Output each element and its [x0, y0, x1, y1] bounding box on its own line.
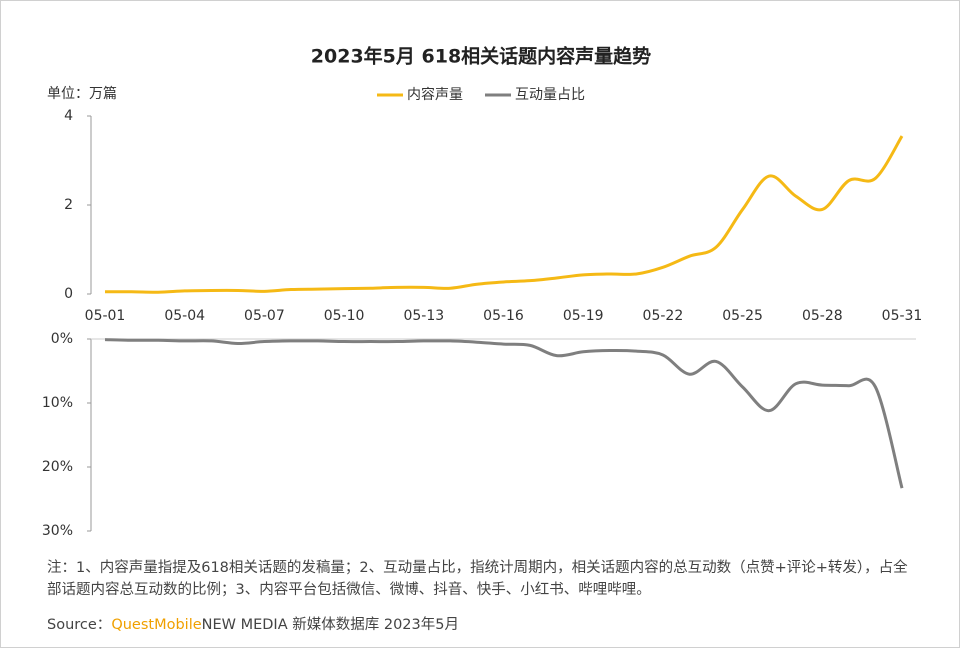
note: 注：1、内容声量指提及618相关话题的发稿量；2、互动量占比，指统计周期内，相关… [47, 560, 908, 598]
source-brand: QuestMobile [111, 617, 202, 633]
x-tick-label: 05-01 [85, 308, 126, 324]
y-tick-label: 2 [64, 197, 73, 213]
y-tick-label: 0 [64, 286, 73, 302]
x-tick-label: 05-10 [324, 308, 365, 324]
y-tick-label: 20% [42, 459, 73, 475]
x-tick-label: 05-04 [164, 308, 205, 324]
source-label: Source： [47, 617, 112, 633]
x-tick-label: 05-25 [722, 308, 763, 324]
line-series [104, 135, 904, 294]
y-tick-label: 0% [51, 331, 73, 347]
x-tick-label: 05-07 [244, 308, 285, 324]
source-text: NEW MEDIA 新媒体数据库 2023年5月 [201, 617, 459, 633]
source: Source：QuestMobileNEW MEDIA 新媒体数据库 2023年… [47, 613, 459, 634]
y-tick-label: 30% [42, 523, 73, 539]
x-tick-label: 05-22 [643, 308, 684, 324]
y-tick-label: 4 [64, 108, 73, 124]
x-tick-label: 05-28 [802, 308, 843, 324]
x-tick-label: 05-31 [882, 308, 923, 324]
legend-label: 互动量占比 [515, 87, 585, 103]
x-tick-label: 05-16 [483, 308, 524, 324]
chart-title: 2023年5月 618相关话题内容声量趋势 [311, 45, 651, 68]
line-series [104, 338, 904, 489]
unit-label: 单位：万篇 [47, 86, 117, 102]
x-tick-label: 05-13 [403, 308, 444, 324]
legend-label: 内容声量 [407, 86, 463, 103]
x-tick-label: 05-19 [563, 308, 604, 324]
y-tick-label: 10% [42, 395, 73, 411]
